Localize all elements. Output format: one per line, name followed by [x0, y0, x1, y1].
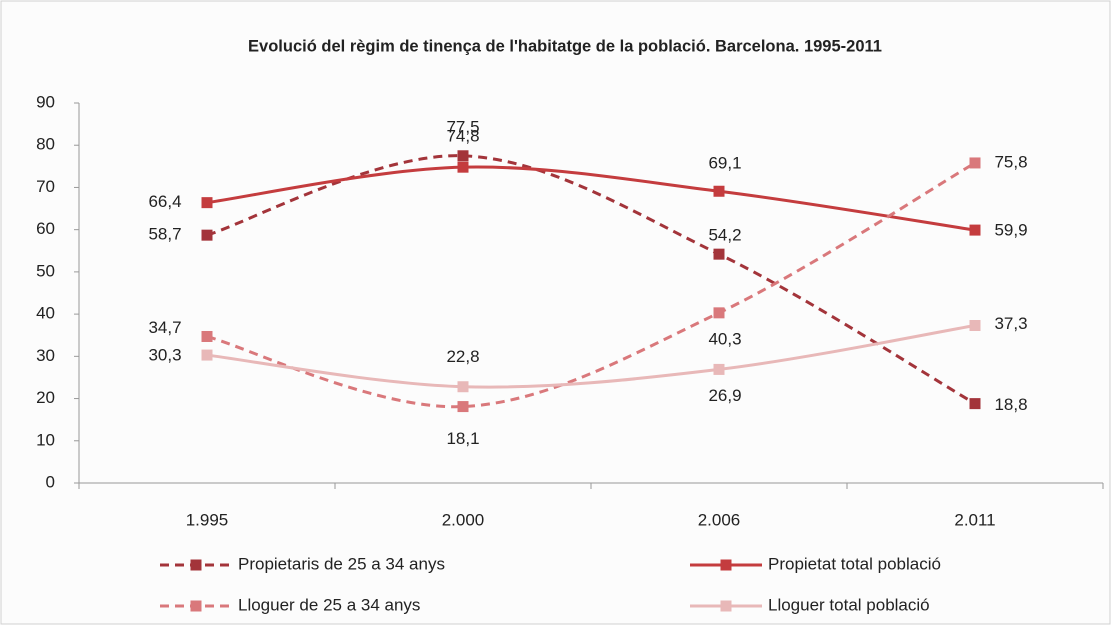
series-line [206, 324, 976, 389]
series-line [206, 154, 976, 405]
series-line [206, 161, 976, 409]
legend-marker [720, 600, 732, 612]
data-label: 37,3 [994, 314, 1027, 333]
x-tick-label: 2.006 [698, 510, 741, 529]
point-marker [713, 248, 725, 260]
y-tick-label: 40 [36, 304, 55, 323]
legend-label: Lloguer total població [768, 595, 930, 614]
x-tick-label: 2.000 [442, 510, 485, 529]
data-label: 30,3 [148, 346, 181, 365]
x-tick-label: 1.995 [186, 510, 229, 529]
data-label: 77,5 [446, 117, 479, 136]
data-label: 58,7 [148, 225, 181, 244]
point-marker [969, 224, 981, 236]
y-tick-label: 80 [36, 135, 55, 154]
legend-label: Lloguer de 25 a 34 anys [238, 595, 420, 614]
point-marker [457, 161, 469, 173]
point-marker [713, 307, 725, 319]
legend-marker [720, 559, 732, 571]
point-marker [201, 229, 213, 241]
y-tick-label: 70 [36, 177, 55, 196]
data-label: 34,7 [148, 318, 181, 337]
point-marker [713, 185, 725, 197]
point-marker [969, 320, 981, 332]
point-marker [201, 349, 213, 361]
point-marker [713, 363, 725, 375]
data-label: 18,1 [446, 429, 479, 448]
y-tick-label: 60 [36, 219, 55, 238]
point-marker [457, 150, 469, 162]
data-label: 74,8 [446, 127, 479, 146]
data-label: 75,8 [994, 152, 1027, 171]
y-tick-label: 30 [36, 346, 55, 365]
legend-label: Propietaris de 25 a 34 anys [238, 554, 445, 573]
data-label: 26,9 [708, 386, 741, 405]
y-tick-label: 10 [36, 430, 55, 449]
point-marker [969, 398, 981, 410]
legend-marker [190, 559, 202, 571]
y-tick-label: 20 [36, 388, 55, 407]
point-marker [201, 330, 213, 342]
legend-marker [190, 600, 202, 612]
data-label: 69,1 [708, 154, 741, 173]
data-label: 59,9 [994, 221, 1027, 240]
x-tick-label: 2.011 [954, 510, 995, 529]
y-tick-label: 50 [36, 261, 55, 280]
data-label: 54,2 [708, 226, 741, 245]
data-label: 22,8 [446, 347, 479, 366]
data-label: 66,4 [148, 192, 181, 211]
point-marker [457, 381, 469, 393]
chart-title: Evolució del règim de tinença de l'habit… [248, 37, 882, 55]
point-marker [969, 157, 981, 169]
point-marker [201, 197, 213, 209]
point-marker [457, 401, 469, 413]
data-label: 18,8 [994, 395, 1027, 414]
legend-label: Propietat total població [768, 554, 941, 573]
y-tick-label: 90 [36, 92, 55, 111]
series-line [206, 165, 976, 232]
y-tick-label: 0 [46, 472, 55, 491]
data-label: 40,3 [708, 329, 741, 348]
